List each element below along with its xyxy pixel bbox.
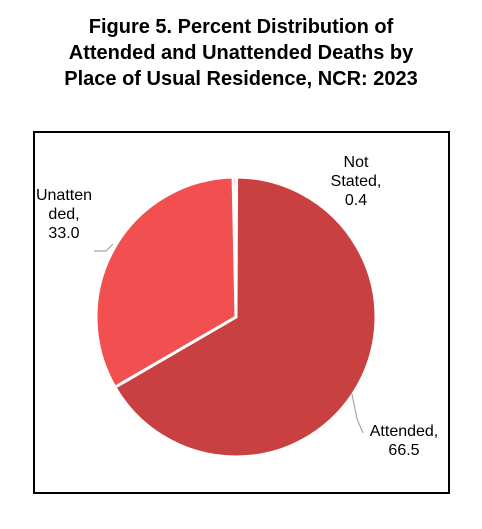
title-line-3: Place of Usual Residence, NCR: 2023 (64, 68, 418, 90)
leader-line-unattended (94, 243, 114, 252)
pie-slice-attended (113, 175, 378, 459)
chart-title: Figure 5. Percent Distribution of Attend… (0, 14, 482, 92)
data-label-unattended: Unatten ded, 33.0 (36, 187, 92, 242)
title-line-1: Figure 5. Percent Distribution of (88, 16, 394, 38)
data-label-not-stated: Not Stated, 0.4 (331, 154, 382, 209)
leader-line-attended (351, 393, 364, 434)
title-line-2: Attended and Unattended Deaths by (68, 42, 414, 64)
data-label-attended: Attended, 66.5 (370, 423, 439, 459)
pie-slice-unattended (94, 175, 238, 389)
